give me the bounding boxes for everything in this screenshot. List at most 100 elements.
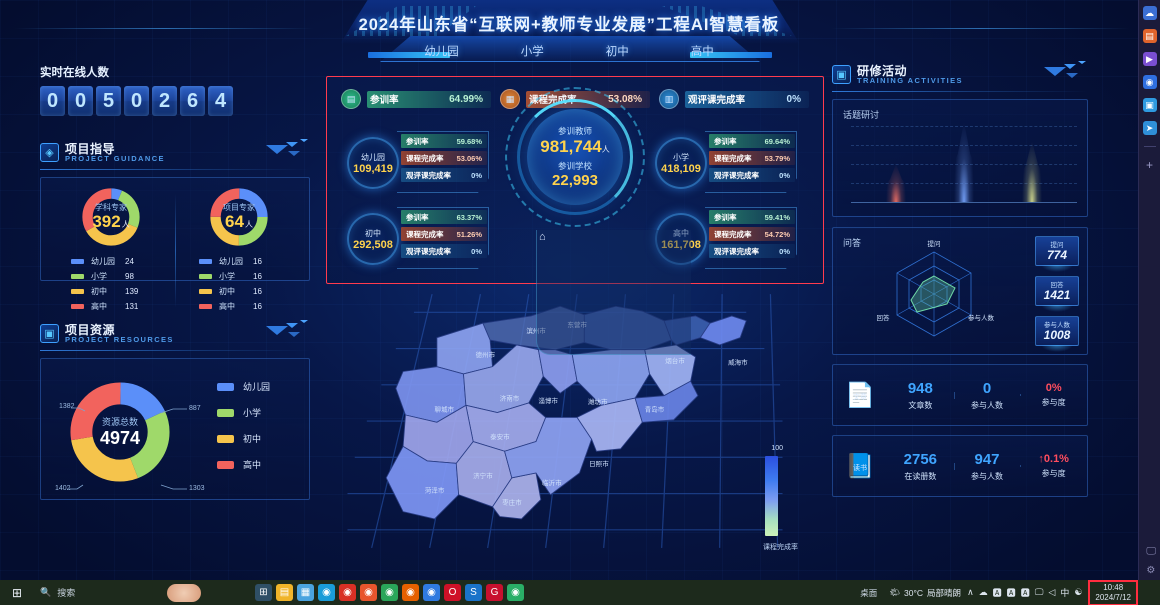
chip-label: 提问	[1050, 242, 1064, 250]
topic-peaks-chart: 3938 发起数 8267 互动数 6256 参与人数	[833, 100, 1087, 220]
dashboard-header: 2024年山东省“互联网+教师专业发展”工程AI智慧看板 幼儿园 小学 初中 高…	[0, 0, 1138, 64]
search-input[interactable]: 🔍 搜索	[34, 583, 159, 603]
qa-chip-participants: 参与人数 1008	[1035, 316, 1079, 352]
training-rate-icon: ▤	[341, 89, 361, 109]
show-desktop-button[interactable]	[1144, 584, 1152, 601]
stage-row: 参训率 59.68%	[401, 134, 487, 148]
city-label: 淄博市	[538, 396, 558, 405]
tray-cloud-icon[interactable]: ☁	[978, 587, 988, 597]
dashboard-app: 2024年山东省“互联网+教师专业发展”工程AI智慧看板 幼儿园 小学 初中 高…	[0, 0, 1138, 580]
kpi-value: 53.08%	[608, 93, 642, 105]
peak-value: 8267	[955, 109, 973, 118]
legend-name: 幼儿园	[243, 382, 271, 392]
widget-icon[interactable]	[167, 583, 201, 602]
stage-row: 观评课完成率 0%	[401, 244, 487, 258]
stage-card-primary[interactable]: 小学 418,109 参训率 69.64% 课程完成率 53.79% 观评课完成率 0…	[655, 131, 797, 194]
quark-browser-icon[interactable]: ◉	[423, 584, 440, 601]
sogou-browser-icon[interactable]: S	[465, 584, 482, 601]
map-legend-gradient	[765, 456, 778, 536]
nav-tab-primary[interactable]: 小学	[520, 46, 544, 58]
windows-taskbar: ⊞ 🔍 搜索 ⊞ ▤ ▦ ◉ ◉ ◉ ◉ ◉ ◉ O S G ◉ 桌面 🌤 30…	[0, 579, 1160, 605]
page-title: 2024年山东省“互联网+教师专业发展”工程AI智慧看板	[358, 16, 780, 34]
tray-expand-icon[interactable]: ∧	[967, 587, 974, 597]
stage-row-label: 参训率	[406, 212, 429, 222]
city-label: 菏泽市	[425, 485, 445, 494]
section-decor-icon	[1044, 61, 1086, 84]
peak-value: 6256	[1023, 128, 1041, 137]
peak-value: 3938	[887, 151, 905, 160]
clock-widget[interactable]: 10:48 2024/7/12	[1088, 579, 1138, 605]
cloud-app-icon[interactable]: ☁	[1142, 6, 1157, 20]
stat-caption: 参与度	[1041, 398, 1066, 407]
tray-app3-icon[interactable]: 🅰	[1020, 588, 1030, 598]
section-title-cn: 项目指导	[65, 142, 116, 156]
legend-item: 高中	[217, 458, 270, 471]
telegram-icon[interactable]: ➤	[1142, 121, 1157, 135]
course-complete-icon: ▦	[500, 89, 520, 109]
core-teachers-number: 981,744	[540, 137, 602, 157]
home-icon[interactable]: ⌂	[539, 231, 546, 243]
peak-participants: 6256 参与人数	[993, 141, 1071, 202]
card-frame	[397, 131, 489, 193]
media-app-icon[interactable]: ▶	[1142, 52, 1157, 66]
firefox-browser-icon[interactable]: ◉	[402, 584, 419, 601]
target-app-icon[interactable]: ◉	[1142, 75, 1157, 89]
stat-segment: 0 参与人数	[953, 380, 1021, 411]
nav-tab-junior[interactable]: 初中	[605, 46, 629, 58]
toolbox-icon[interactable]: ▤	[1142, 29, 1157, 43]
section-title-en: PROJECT GUIDANCE	[65, 154, 165, 163]
section-header-project-guidance: ◈ 项目指导 PROJECT GUIDANCE	[40, 139, 310, 170]
edge-browser-icon[interactable]: ◉	[318, 584, 335, 601]
peak-label: 发起数	[884, 208, 908, 217]
stage-row-label: 观评课完成率	[714, 246, 759, 256]
legend-swatch	[217, 382, 234, 391]
stage-row-label: 课程完成率	[714, 153, 752, 163]
rail-monitor-icon[interactable]: 🖵	[1146, 546, 1156, 557]
tray-network-icon[interactable]: 🖵	[1034, 587, 1044, 597]
tray-app2-icon[interactable]: 🅰	[1006, 588, 1016, 598]
legend-swatch	[217, 460, 234, 469]
screenshot-icon[interactable]: ▣	[1142, 98, 1157, 112]
counter-digit: 6	[180, 86, 205, 116]
overlay-window[interactable]	[536, 230, 691, 355]
city-label: 滨州市	[526, 326, 546, 335]
windows-start-icon[interactable]: ⊞	[11, 585, 23, 600]
stage-card-kindergarten[interactable]: 幼儿园 109,419 参训率 59.68% 课程完成率 53.06% 观评课完成率…	[347, 131, 489, 194]
shandong-map[interactable]: 滨州市 东营市 烟台市 威海市 德州市 聊城市 济南市 淄博市 潍坊市 青岛市 …	[330, 270, 800, 560]
peak-label: 互动数	[952, 208, 976, 217]
weather-widget[interactable]: 🌤 30°C 局部晴朗	[889, 587, 961, 599]
stage-row: 课程完成率 53.79%	[709, 151, 795, 165]
notes-app-icon[interactable]: ▦	[297, 584, 314, 601]
reading-stat-card: 📘 读书 2756 在读册数 947 参与人数 ↑0.1% 参与度	[832, 435, 1088, 497]
tray-app-icon[interactable]: 🅰	[992, 588, 1002, 598]
task-view-icon[interactable]: ⊞	[255, 584, 272, 601]
opera-browser-icon[interactable]: O	[444, 584, 461, 601]
file-explorer-icon[interactable]: ▤	[276, 584, 293, 601]
stage-row-value: 54.72%	[764, 229, 790, 239]
legend-name: 幼儿园	[91, 257, 115, 266]
desktop-label[interactable]: 桌面	[860, 587, 878, 598]
add-app-button[interactable]: +	[1145, 158, 1153, 172]
chrome-browser-icon[interactable]: ◉	[339, 584, 356, 601]
stage-card-junior[interactable]: 初中 292,508 参训率 63.37% 课程完成率 51.26% 观评课完成率 0…	[347, 207, 489, 270]
nav-tab-kindergarten[interactable]: 幼儿园	[424, 46, 459, 58]
card-frame	[397, 207, 489, 269]
legend-item: 幼儿园 24	[71, 256, 175, 267]
system-tray: 桌面 🌤 30°C 局部晴朗 ∧ ☁ 🅰 🅰 🅰 🖵 ◁ 中 ☯ 10:48 2…	[860, 579, 1160, 605]
legend-value: 139	[125, 287, 139, 296]
360-browser-icon[interactable]: G	[486, 584, 503, 601]
rail-settings-icon[interactable]: ⚙	[1146, 565, 1156, 576]
stat-number: ↑0.1%	[1038, 453, 1069, 465]
tray-volume-icon[interactable]: ◁	[1048, 587, 1056, 597]
tray-security-icon[interactable]: ☯	[1074, 587, 1083, 597]
colorful-browser-icon[interactable]: ◉	[360, 584, 377, 601]
stage-ring: 幼儿园 109,419	[347, 137, 399, 189]
wechat-icon[interactable]: ◉	[507, 584, 524, 601]
stage-count: 292,508	[353, 238, 393, 251]
radar-axis-label: 提问	[928, 239, 941, 248]
green-browser-icon[interactable]: ◉	[381, 584, 398, 601]
nav-tab-senior[interactable]: 高中	[690, 46, 714, 58]
legend-value: 16	[253, 272, 262, 281]
tray-ime-icon[interactable]: 中	[1060, 588, 1070, 598]
realtime-online-label: 实时在线人数	[40, 67, 109, 79]
